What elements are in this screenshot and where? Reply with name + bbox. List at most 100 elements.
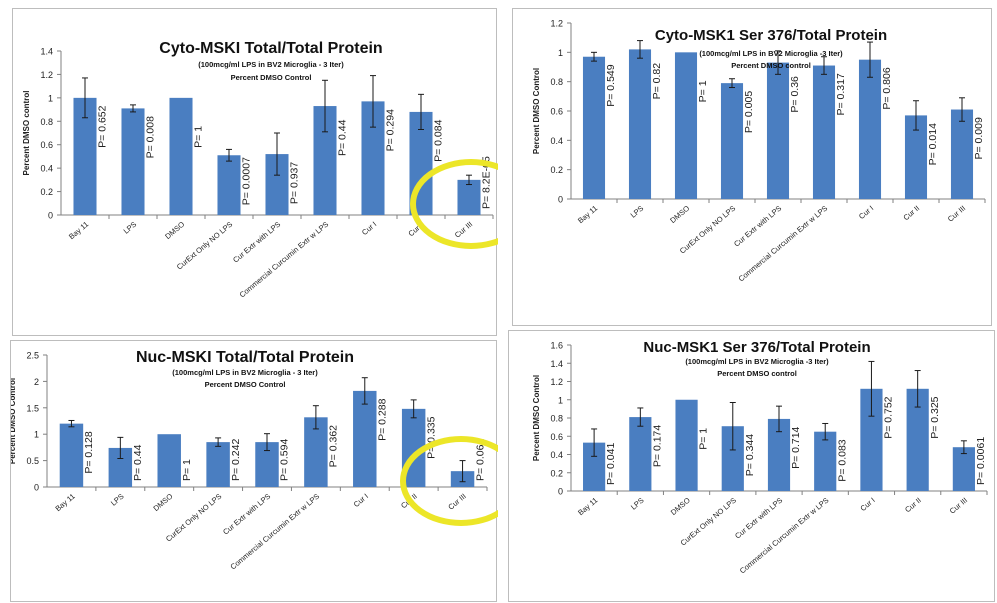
p-value-label: P= 0.362 bbox=[328, 425, 340, 467]
bar bbox=[720, 83, 744, 199]
chart-subtitle-2: Percent DMSO Control bbox=[231, 73, 312, 82]
bar bbox=[629, 417, 652, 491]
x-category-label: Commercial Curcumin Extr w LPS bbox=[229, 492, 322, 572]
bar bbox=[950, 109, 974, 199]
x-category-label: DMSO bbox=[163, 220, 186, 241]
y-tick-label: 0 bbox=[558, 195, 563, 205]
chart-panel-cyto-mski-total: 0 0.2 0.4 0.6 0.8 1 1.2 1.4 Percent DMSO control… bbox=[12, 8, 498, 336]
bar bbox=[108, 447, 133, 487]
x-category-label: LPS bbox=[629, 204, 646, 220]
y-tick-label: 1 bbox=[34, 430, 39, 440]
p-value-label: P= 0.084 bbox=[433, 119, 445, 161]
bar bbox=[583, 442, 606, 491]
y-tick-label: 2 bbox=[34, 377, 39, 387]
x-category-label: Cur III bbox=[948, 496, 969, 516]
p-value-label: P= 0.061 bbox=[474, 439, 486, 481]
p-value-label: P= 0.549 bbox=[605, 64, 617, 106]
x-category-label: LPS bbox=[629, 496, 646, 512]
p-value-label: P= 0.36 bbox=[789, 76, 801, 113]
p-value-label: P= 0.752 bbox=[883, 396, 895, 438]
x-category-label: Cur Extr with LPS bbox=[732, 204, 783, 249]
chart-subtitle-2: Percent DMSO control bbox=[731, 61, 811, 70]
p-value-label: P= 0.008 bbox=[145, 116, 157, 158]
bar bbox=[952, 447, 975, 491]
y-tick-label: 0 bbox=[558, 487, 563, 497]
y-tick-label: 0.8 bbox=[550, 77, 563, 87]
bar bbox=[217, 155, 241, 215]
y-tick-label: 1 bbox=[48, 93, 53, 103]
y-tick-label: 0 bbox=[48, 211, 53, 221]
x-category-label: DMSO bbox=[668, 204, 691, 225]
p-value-label: P= 0.288 bbox=[377, 398, 389, 440]
y-tick-label: 0.2 bbox=[40, 187, 53, 197]
chart-title: Cyto-MSKI Total/Total Protein bbox=[159, 40, 382, 57]
x-category-label: Cur I bbox=[858, 496, 876, 513]
bar bbox=[361, 101, 385, 215]
bar bbox=[858, 59, 882, 199]
bar bbox=[721, 426, 744, 491]
bar bbox=[906, 388, 929, 491]
bar bbox=[169, 97, 193, 215]
y-tick-label: 0.5 bbox=[26, 456, 39, 466]
bar bbox=[904, 115, 928, 199]
y-axis-label: Percent DMSO Control bbox=[11, 378, 17, 464]
x-category-label: Bay 11 bbox=[53, 492, 76, 514]
bar bbox=[313, 106, 337, 215]
chart-title: Cyto-MSK1 Ser 376/Total Protein bbox=[655, 27, 887, 44]
y-axis-label: Percent DMSO Control bbox=[532, 375, 541, 461]
p-value-label: P= 0.174 bbox=[651, 425, 663, 467]
bar bbox=[206, 442, 230, 487]
p-value-label: P= 1 bbox=[193, 126, 205, 148]
y-axis-label: Percent DMSO Control bbox=[532, 68, 541, 154]
chart-nuc-msk1-ser376: 0 0.2 0.4 0.6 0.8 1 1.2 1.4 1.6 Percent DMSO Cont… bbox=[532, 339, 988, 575]
bar bbox=[353, 390, 377, 487]
chart-cyto-msk1-ser376: 0 0.2 0.4 0.6 0.8 1 1.2 Percent DMSO Control P= … bbox=[532, 19, 986, 283]
p-value-label: P= 0.294 bbox=[385, 109, 397, 151]
x-category-label: DMSO bbox=[669, 496, 692, 517]
bar bbox=[582, 56, 606, 199]
p-value-label: P= 0.44 bbox=[337, 119, 349, 156]
y-tick-label: 1.5 bbox=[26, 403, 39, 413]
bar bbox=[304, 417, 328, 487]
p-value-label: P= 0.0061 bbox=[975, 437, 987, 485]
p-value-label: P= 0.325 bbox=[929, 396, 941, 438]
y-axis-label: Percent DMSO control bbox=[22, 91, 31, 176]
y-tick-label: 0 bbox=[34, 483, 39, 493]
y-tick-label: 1.4 bbox=[550, 359, 563, 369]
p-value-label: P= 0.041 bbox=[605, 443, 617, 485]
y-tick-label: 0.6 bbox=[550, 432, 563, 442]
bar bbox=[766, 62, 790, 199]
p-value-label: P= 0.009 bbox=[973, 117, 985, 159]
p-value-label: P= 0.344 bbox=[744, 434, 756, 476]
x-category-label: Cur III bbox=[453, 220, 474, 240]
chart-panel-nuc-mski-total: 0 0.5 1 1.5 2 2.5 Percent DMSO Control P= 0.128… bbox=[10, 340, 498, 602]
bar bbox=[860, 388, 883, 491]
chart-title: Nuc-MSKI Total/Total Protein bbox=[136, 349, 354, 366]
p-value-label: P= 1 bbox=[181, 459, 193, 481]
bar bbox=[265, 154, 289, 215]
y-tick-label: 0.8 bbox=[550, 414, 563, 424]
chart-title: Nuc-MSK1 Ser 376/Total Protein bbox=[643, 339, 870, 356]
y-tick-label: 0.6 bbox=[40, 140, 53, 150]
x-category-label: Bay 11 bbox=[67, 220, 90, 242]
x-category-label: Cur Extr with LPS bbox=[231, 220, 282, 265]
chart-subtitle: (100mcg/ml LPS in BV2 Microglia -3 Iter) bbox=[699, 49, 843, 58]
y-tick-label: 0.8 bbox=[40, 117, 53, 127]
y-tick-label: 1.4 bbox=[40, 47, 53, 57]
p-value-label: P= 0.82 bbox=[651, 63, 663, 100]
p-value-label: P= 0.317 bbox=[835, 73, 847, 115]
y-tick-label: 1 bbox=[558, 395, 563, 405]
x-category-label: LPS bbox=[122, 220, 139, 236]
chart-subtitle: (100mcg/ml LPS in BV2 Microglia -3 Iter) bbox=[685, 357, 829, 366]
x-category-label: Cur Extr with LPS bbox=[221, 492, 272, 537]
y-tick-label: 1.2 bbox=[40, 70, 53, 80]
x-category-label: Cur III bbox=[946, 204, 967, 224]
y-tick-label: 0.2 bbox=[550, 468, 563, 478]
p-value-label: P= 0.083 bbox=[836, 439, 848, 481]
x-category-label: LPS bbox=[109, 492, 126, 508]
y-tick-label: 0.2 bbox=[550, 165, 563, 175]
y-tick-label: 1.6 bbox=[550, 341, 563, 351]
bar bbox=[675, 399, 698, 491]
bar bbox=[767, 418, 791, 491]
bar bbox=[674, 52, 698, 200]
